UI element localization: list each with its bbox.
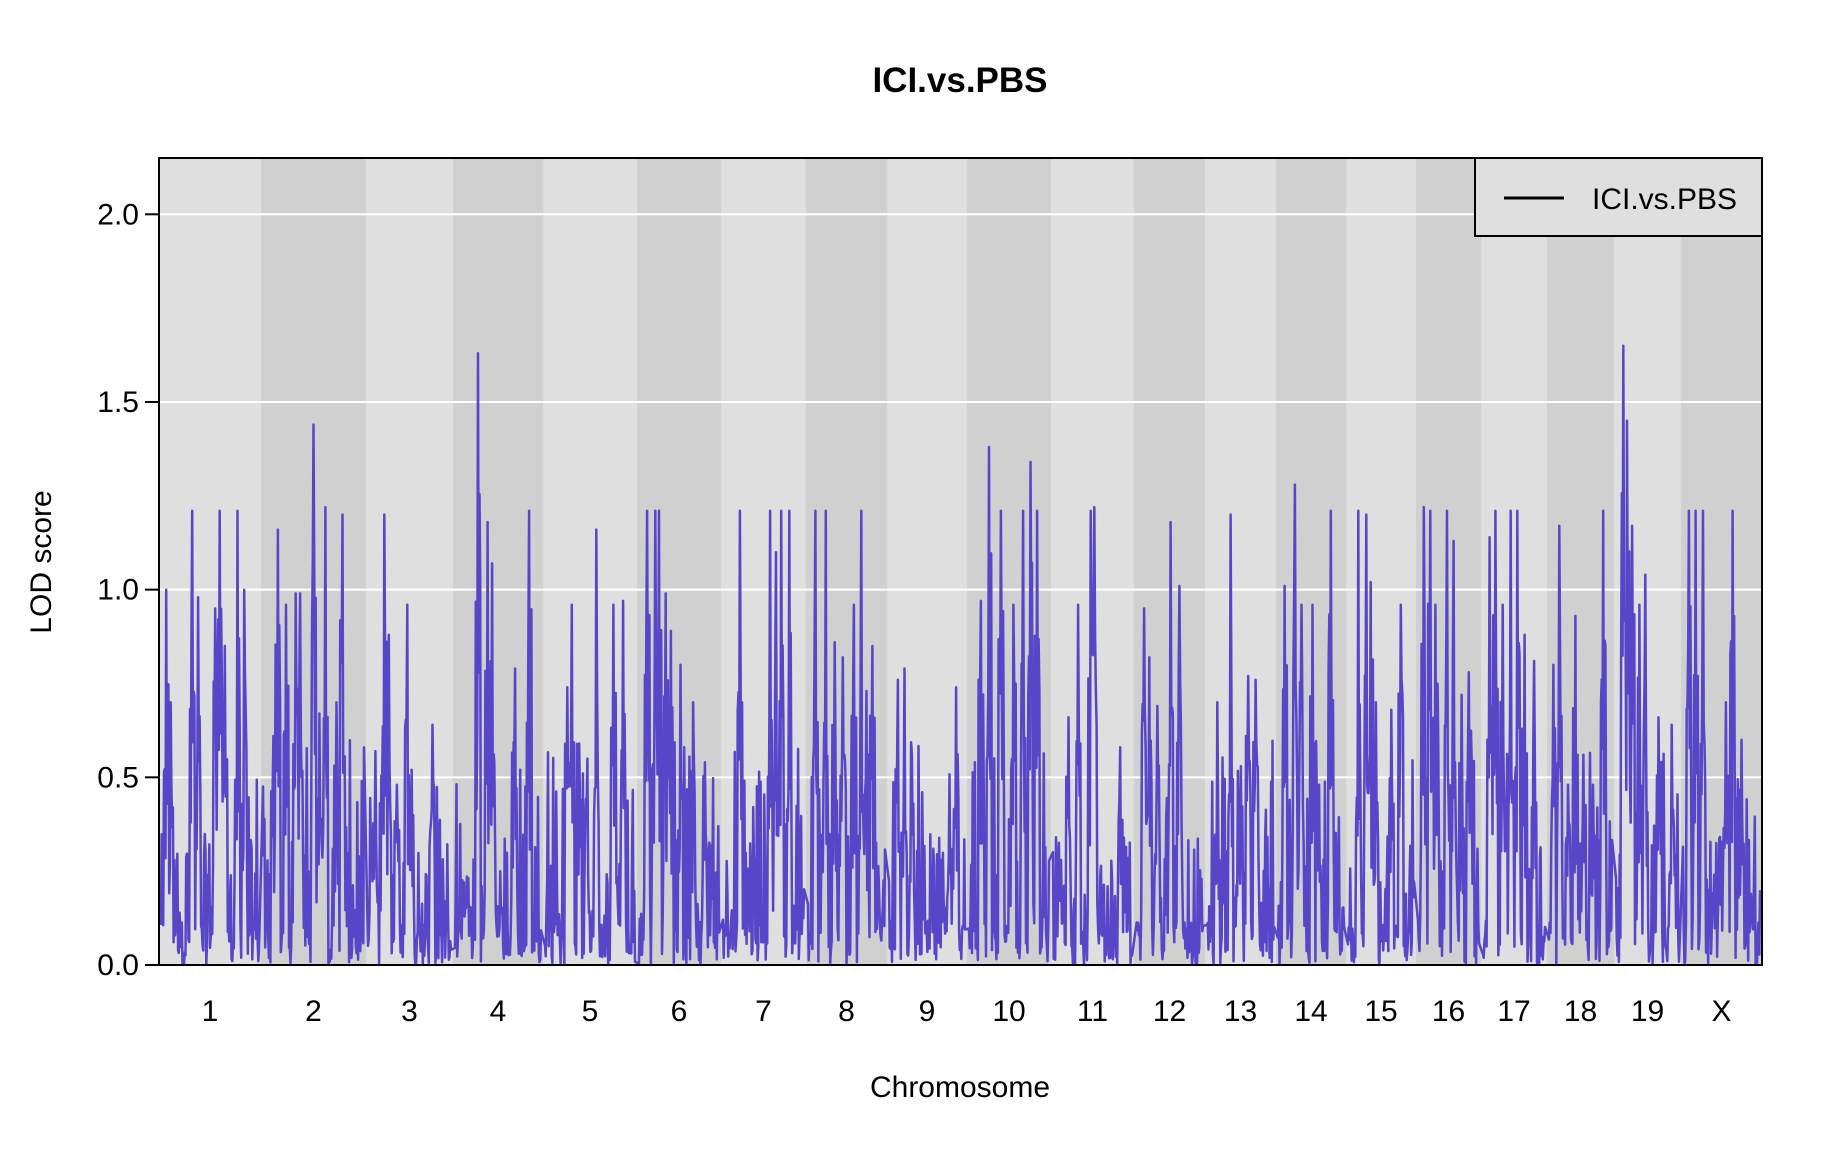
plot-frame xyxy=(158,157,1763,966)
x-tick-label-chr-11: 11 xyxy=(1077,995,1108,1028)
x-tick-label-chr-10: 10 xyxy=(992,995,1025,1028)
x-tick-label-chr-18: 18 xyxy=(1564,995,1597,1028)
x-tick-label-chr-19: 19 xyxy=(1631,995,1664,1028)
legend-label: ICI.vs.PBS xyxy=(1592,183,1737,216)
x-axis: 1 2 3 4 5 6 7 8 9 10 11 12 13 14 15 16 17 18 19 X xyxy=(202,995,1732,1028)
x-tick-label-chr-16: 16 xyxy=(1432,995,1465,1028)
x-tick-label-chr-5: 5 xyxy=(582,995,599,1028)
x-tick-label-chr-14: 14 xyxy=(1294,995,1327,1028)
x-tick-label-chr-6: 6 xyxy=(671,995,688,1028)
x-tick-label-chr-3: 3 xyxy=(401,995,418,1028)
x-axis-label: Chromosome xyxy=(870,1071,1050,1104)
y-tick-label: 1.0 xyxy=(97,574,139,607)
y-tick-label: 0.5 xyxy=(97,761,139,794)
x-tick-label-chr-4: 4 xyxy=(490,995,507,1028)
y-tick-label: 2.0 xyxy=(97,198,139,231)
x-tick-label-chr-2: 2 xyxy=(305,995,322,1028)
series-line-ici-vs-pbs xyxy=(159,344,1762,967)
x-tick-label-chr-7: 7 xyxy=(755,995,772,1028)
y-axis: 0.0 0.5 1.0 1.5 2.0 xyxy=(97,198,159,982)
y-axis-label: LOD score xyxy=(25,490,58,633)
x-tick-label-chr-13: 13 xyxy=(1224,995,1257,1028)
x-tick-label-chr-9: 9 xyxy=(919,995,936,1028)
legend: ICI.vs.PBS xyxy=(1474,157,1763,237)
y-tick-label: 1.5 xyxy=(97,386,139,419)
x-tick-label-chr-1: 1 xyxy=(202,995,219,1028)
series-layer xyxy=(159,344,1762,967)
x-tick-label-chr-15: 15 xyxy=(1364,995,1397,1028)
y-tick-label: 0.0 xyxy=(97,949,139,982)
x-tick-label-chr-8: 8 xyxy=(838,995,855,1028)
chart-title: ICI.vs.PBS xyxy=(872,61,1047,100)
x-tick-label-chr-X: X xyxy=(1711,995,1731,1028)
x-tick-label-chr-12: 12 xyxy=(1153,995,1186,1028)
x-tick-label-chr-17: 17 xyxy=(1497,995,1530,1028)
